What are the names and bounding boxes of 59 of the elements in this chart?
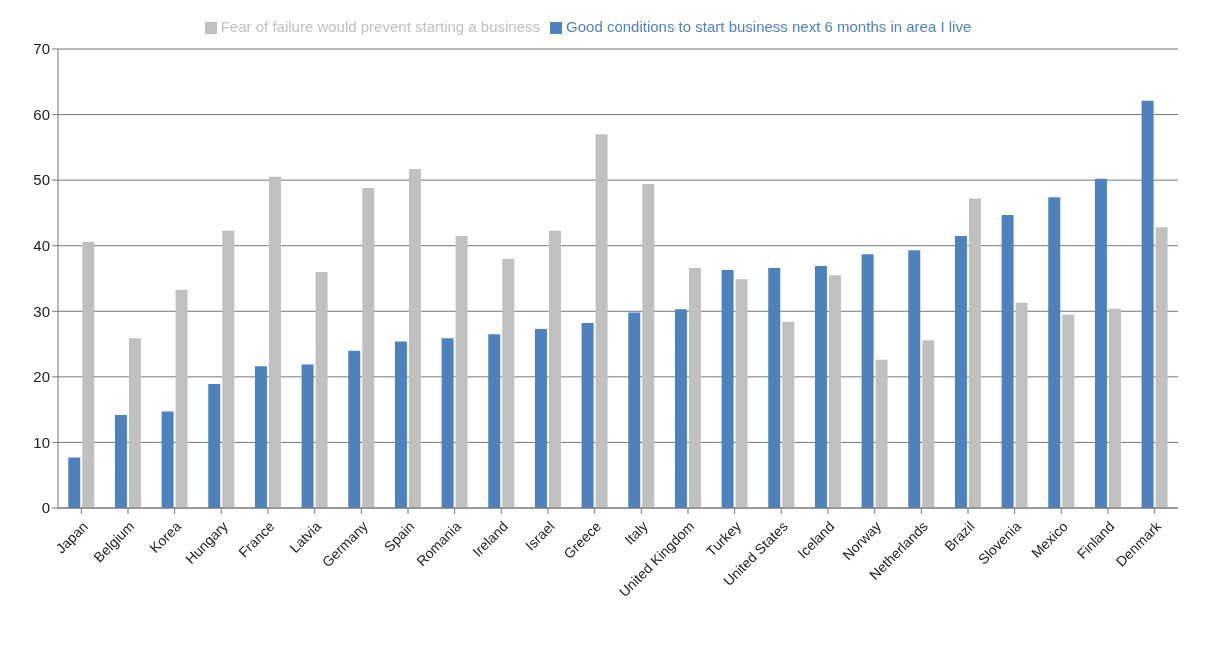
- bar: [362, 188, 375, 508]
- bar: [875, 359, 888, 508]
- bar: [268, 176, 281, 508]
- y-tick-label: 40: [33, 237, 50, 255]
- bar: [735, 279, 748, 508]
- bar: [595, 134, 608, 508]
- y-tick-label: 20: [33, 368, 50, 386]
- bar: [968, 198, 981, 508]
- bar: [301, 364, 314, 508]
- bar: [455, 235, 468, 508]
- bar: [175, 289, 188, 508]
- x-tick-label: Italy: [621, 518, 651, 548]
- bar: [828, 275, 841, 508]
- y-tick-label: 0: [41, 499, 50, 517]
- bar: [908, 250, 921, 508]
- bar: [628, 312, 641, 508]
- bar: [688, 268, 701, 508]
- bar: [782, 321, 795, 508]
- bar: [348, 350, 361, 508]
- y-tick-label: 50: [33, 171, 50, 189]
- bar: [315, 271, 328, 508]
- legend-label: Good conditions to start business next 6 months in area I live: [566, 18, 972, 35]
- bar: [548, 230, 561, 508]
- bar: [814, 266, 827, 508]
- bar: [128, 338, 141, 508]
- bar: [1048, 197, 1061, 508]
- bar: [581, 323, 594, 508]
- bar: [114, 414, 127, 508]
- y-tick-label: 60: [33, 105, 50, 123]
- y-tick-label: 10: [33, 433, 50, 451]
- bar: [208, 384, 221, 508]
- bar: [1155, 227, 1168, 508]
- bar: [82, 241, 95, 508]
- bar: [394, 341, 407, 508]
- bar: [161, 411, 174, 508]
- bar: [534, 328, 547, 508]
- bar: [488, 334, 501, 508]
- bar: [222, 230, 235, 508]
- legend-label: Fear of failure would prevent starting a business: [220, 18, 541, 35]
- bar: [642, 184, 655, 508]
- bar: [1141, 100, 1154, 508]
- bar: [1062, 314, 1075, 508]
- bar: [1001, 214, 1014, 508]
- bar: [954, 235, 967, 508]
- bar: [721, 269, 734, 508]
- bar: [768, 268, 781, 508]
- bar: [1108, 308, 1121, 508]
- bar: [674, 309, 687, 508]
- bar: [68, 457, 81, 508]
- bar: [861, 254, 874, 508]
- y-tick-label: 70: [33, 40, 50, 58]
- bar: [441, 338, 454, 508]
- bar: [254, 366, 267, 508]
- y-tick-label: 30: [33, 302, 50, 320]
- bar: [922, 340, 935, 508]
- bar: [1094, 178, 1107, 508]
- bar: [408, 169, 421, 508]
- bar: [502, 258, 515, 508]
- bar: [1015, 302, 1028, 508]
